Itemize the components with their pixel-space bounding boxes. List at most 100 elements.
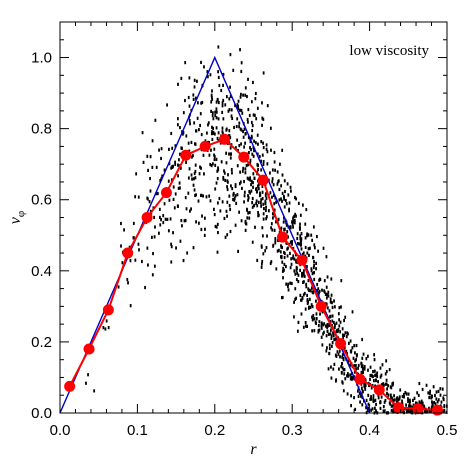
- particle-point: [283, 250, 285, 255]
- particle-point: [177, 82, 179, 86]
- particle-point: [237, 104, 240, 108]
- particle-point: [292, 254, 295, 258]
- x-tick-label: 0.1: [127, 422, 148, 439]
- particle-point: [366, 354, 369, 358]
- particle-point: [392, 381, 395, 385]
- particle-point: [199, 123, 202, 128]
- particle-point: [225, 127, 228, 131]
- particle-point: [343, 318, 345, 323]
- particle-point: [216, 176, 219, 181]
- particle-point: [328, 343, 331, 347]
- profile-point: [160, 187, 172, 199]
- particle-point: [211, 162, 214, 166]
- particle-point: [389, 402, 392, 406]
- particle-point: [237, 99, 240, 103]
- particle-point: [187, 95, 190, 100]
- particle-point: [299, 222, 301, 226]
- particle-point: [262, 217, 265, 221]
- particle-point: [307, 247, 310, 251]
- particle-point: [235, 201, 238, 205]
- particle-point: [287, 288, 290, 292]
- particle-point: [291, 239, 293, 244]
- particle-point: [175, 246, 177, 250]
- particle-point: [261, 153, 264, 157]
- particle-point: [191, 177, 193, 181]
- particle-point: [216, 201, 219, 205]
- particle-point: [442, 409, 445, 413]
- particle-point: [208, 194, 211, 198]
- particle-point: [296, 241, 299, 246]
- particle-point: [278, 198, 281, 202]
- particle-point: [304, 245, 307, 250]
- particle-point: [229, 146, 232, 150]
- x-tick-label: 0.3: [282, 422, 303, 439]
- particle-point: [248, 151, 250, 155]
- particle-point: [274, 241, 277, 245]
- particle-point: [365, 357, 368, 361]
- particle-point: [295, 296, 298, 300]
- particle-point: [247, 177, 250, 181]
- particle-point: [260, 245, 263, 249]
- particle-point: [200, 132, 203, 137]
- y-tick-label: 0.6: [31, 192, 52, 209]
- particle-point: [167, 229, 170, 233]
- particle-point: [325, 296, 328, 300]
- particle-point: [249, 176, 251, 180]
- particle-point: [351, 310, 354, 314]
- particle-point: [255, 190, 258, 194]
- particle-point: [309, 246, 311, 250]
- particle-point: [167, 179, 170, 183]
- particle-point: [221, 130, 224, 134]
- particle-point: [285, 282, 288, 286]
- particle-point: [228, 97, 231, 101]
- particle-point: [328, 346, 331, 351]
- particle-point: [261, 190, 264, 194]
- particle-point: [408, 409, 410, 414]
- particle-point: [285, 223, 288, 227]
- y-axis-label-main: v: [7, 216, 24, 224]
- particle-point: [150, 235, 153, 239]
- particle-point: [377, 396, 380, 400]
- particle-point: [327, 290, 330, 294]
- particle-point: [238, 143, 241, 148]
- particle-point: [243, 200, 245, 204]
- particle-point: [302, 251, 305, 255]
- particle-point: [221, 126, 224, 130]
- particle-point: [304, 222, 307, 226]
- particle-point: [269, 261, 272, 266]
- particle-point: [232, 193, 235, 197]
- particle-point: [386, 391, 388, 395]
- particle-point: [341, 355, 344, 359]
- particle-point: [393, 398, 396, 402]
- particle-point: [432, 385, 435, 389]
- particle-point: [158, 207, 161, 212]
- particle-point: [293, 221, 296, 225]
- particle-point: [226, 233, 229, 237]
- particle-point: [364, 387, 367, 391]
- particle-point: [249, 158, 252, 162]
- particle-point: [374, 378, 377, 382]
- particle-point: [262, 212, 265, 216]
- particle-point: [154, 225, 156, 229]
- particle-point: [226, 200, 229, 204]
- particle-point: [224, 235, 227, 239]
- particle-point: [407, 397, 409, 401]
- particle-point: [217, 45, 220, 49]
- particle-point: [221, 101, 224, 105]
- particle-point: [347, 374, 350, 378]
- particle-point: [389, 385, 392, 389]
- particle-point: [289, 266, 292, 270]
- particle-point: [200, 60, 202, 65]
- particle-point: [380, 395, 383, 399]
- particle-point: [215, 116, 218, 120]
- particle-point: [289, 240, 292, 244]
- particle-point: [174, 144, 177, 148]
- particle-point: [297, 273, 300, 277]
- particle-point: [363, 367, 366, 371]
- particle-point: [151, 273, 154, 277]
- particle-point: [341, 327, 344, 331]
- particle-point: [442, 396, 445, 400]
- particle-point: [193, 85, 196, 89]
- particle-point: [243, 179, 245, 184]
- particle-point: [319, 277, 322, 282]
